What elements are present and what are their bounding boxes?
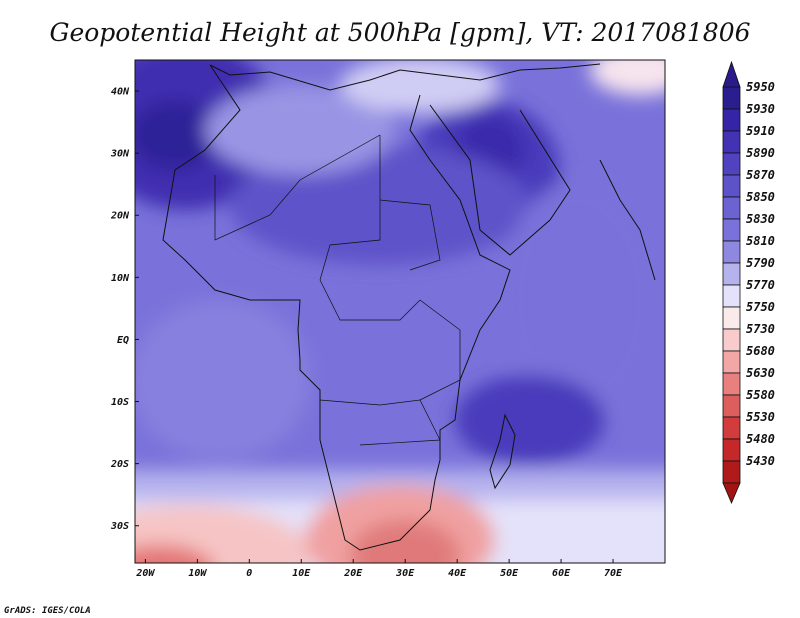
colorbar-label: 5870 — [746, 168, 775, 182]
colorbar-swatch — [722, 394, 741, 418]
country-borders — [214, 134, 461, 446]
colorbar-swatch — [722, 372, 741, 396]
y-tick-label: 30S — [110, 521, 129, 532]
axis-ticks: 20W 10W 0 10E 20E 30E 40E 50E 60E 70E 40N 30N 20N 10N… — [110, 87, 623, 579]
x-tick-label: 60E — [552, 568, 571, 579]
colorbar-label: 5750 — [746, 300, 775, 314]
y-tick-label: 20N — [110, 211, 130, 222]
colorbar-swatch — [722, 438, 741, 462]
colorbar-label: 5530 — [746, 410, 775, 424]
colorbar-label: 5770 — [746, 278, 775, 292]
contour-high-northwest-core — [135, 100, 220, 170]
y-tick-label: 30N — [110, 149, 130, 160]
contour-light-aegean — [340, 60, 500, 113]
colorbar-label: 5680 — [746, 344, 775, 358]
colorbar-swatch — [722, 416, 741, 440]
colorbar-swatch — [722, 306, 741, 330]
colorbar-swatch — [722, 86, 741, 110]
colorbar-swatch — [722, 328, 741, 352]
colorbar-swatch — [722, 460, 741, 484]
colorbar-label: 5730 — [746, 322, 775, 336]
colorbar-swatch — [722, 284, 741, 308]
coastline-india — [599, 159, 656, 281]
y-tick-label: 40N — [111, 87, 130, 98]
border-east-africa — [419, 299, 461, 401]
contour-trough-south-africa-core — [350, 520, 460, 563]
colorbar-label: 5930 — [746, 102, 775, 116]
x-tick-label: 30E — [395, 568, 415, 579]
border-sudan — [379, 199, 441, 271]
colorbar-label: 5630 — [746, 366, 775, 380]
colorbar-swatch — [722, 130, 741, 154]
colorbar-swatch — [722, 262, 741, 286]
colorbar-label: 5950 — [746, 80, 775, 94]
colorbar-bottom-arrow — [722, 482, 741, 505]
coastline-madagascar — [489, 413, 516, 490]
colorbar-swatch — [722, 174, 741, 198]
contour-light-northeast — [590, 60, 665, 95]
colorbar-swatch — [722, 350, 741, 374]
colorbar-label: 5580 — [746, 388, 775, 402]
coastline-europe — [209, 63, 601, 91]
colorbar-swatch — [722, 108, 741, 132]
colorbar-swatch — [722, 240, 741, 264]
plot-frame — [134, 59, 666, 564]
y-tick-label: 10S — [111, 397, 129, 408]
x-tick-label: 50E — [500, 568, 519, 579]
coastline-africa — [162, 64, 511, 551]
credit-text: GrADS: IGES/COLA — [4, 606, 91, 616]
colorbar: 5950 5930 5910 5890 5870 5850 5830 5810 5790 5770… — [722, 60, 775, 505]
colorbar-top-arrow — [722, 60, 741, 88]
x-tick-label: 0 — [246, 568, 252, 579]
chart-title: Geopotential Height at 500hPa [gpm], VT:… — [49, 18, 750, 47]
colorbar-label: 5810 — [746, 234, 775, 248]
x-tick-label: 10E — [292, 568, 311, 579]
contour-tropical-east — [500, 180, 660, 420]
border-sahara-west — [214, 134, 381, 241]
coastlines — [162, 63, 656, 551]
map-field — [135, 60, 665, 563]
x-tick-label: 40E — [448, 568, 467, 579]
colorbar-label: 5430 — [746, 454, 775, 468]
colorbar-label: 5790 — [746, 256, 775, 270]
contour-tropical-west — [135, 300, 310, 460]
coastline-arabia — [429, 104, 571, 256]
y-tick-label: EQ — [117, 335, 129, 346]
colorbar-swatch — [722, 196, 741, 220]
colorbar-swatch — [722, 218, 741, 242]
colorbar-label: 5910 — [746, 124, 775, 138]
border-central — [319, 279, 421, 321]
y-tick-label: 20S — [110, 459, 129, 470]
colorbar-label: 5890 — [746, 146, 775, 160]
x-tick-label: 20E — [343, 568, 363, 579]
y-tick-label: 10N — [111, 273, 130, 284]
x-tick-label: 20W — [135, 568, 155, 579]
colorbar-label: 5830 — [746, 212, 775, 226]
colorbar-label: 5850 — [746, 190, 775, 204]
colorbar-label: 5480 — [746, 432, 775, 446]
contour-trough-southwest-core — [135, 545, 213, 563]
x-tick-label: 10W — [188, 568, 207, 579]
contour-high-madagascar — [455, 375, 605, 465]
border-sahara-east — [319, 135, 381, 281]
contour-light-mediterranean — [205, 85, 395, 175]
x-tick-label: 70E — [604, 568, 623, 579]
colorbar-swatch — [722, 152, 741, 176]
